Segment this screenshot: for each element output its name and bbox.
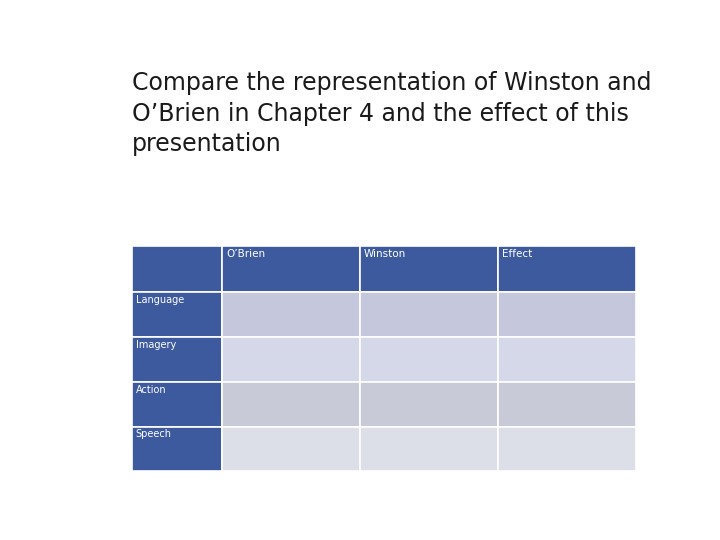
- Bar: [498, 246, 636, 292]
- Bar: [498, 382, 636, 427]
- Bar: [222, 246, 360, 292]
- Bar: [222, 382, 360, 427]
- Bar: [360, 382, 498, 427]
- Bar: [132, 246, 222, 292]
- Text: Winston: Winston: [364, 249, 406, 259]
- Bar: [360, 292, 498, 337]
- Bar: [498, 292, 636, 337]
- Bar: [360, 246, 498, 292]
- Text: Effect: Effect: [502, 249, 532, 259]
- Bar: [360, 337, 498, 382]
- Bar: [498, 337, 636, 382]
- Bar: [360, 427, 498, 471]
- Bar: [132, 427, 222, 471]
- Bar: [132, 337, 222, 382]
- Text: Imagery: Imagery: [136, 340, 176, 350]
- Text: Compare the representation of Winston and
O’Brien in Chapter 4 and the effect of: Compare the representation of Winston an…: [132, 71, 652, 157]
- Text: Action: Action: [136, 384, 166, 395]
- Bar: [222, 337, 360, 382]
- Bar: [132, 382, 222, 427]
- Bar: [222, 292, 360, 337]
- Text: O’Brien: O’Brien: [226, 249, 265, 259]
- Text: Speech: Speech: [136, 429, 172, 440]
- Text: Language: Language: [136, 295, 184, 305]
- Bar: [498, 427, 636, 471]
- Bar: [132, 292, 222, 337]
- Bar: [222, 427, 360, 471]
